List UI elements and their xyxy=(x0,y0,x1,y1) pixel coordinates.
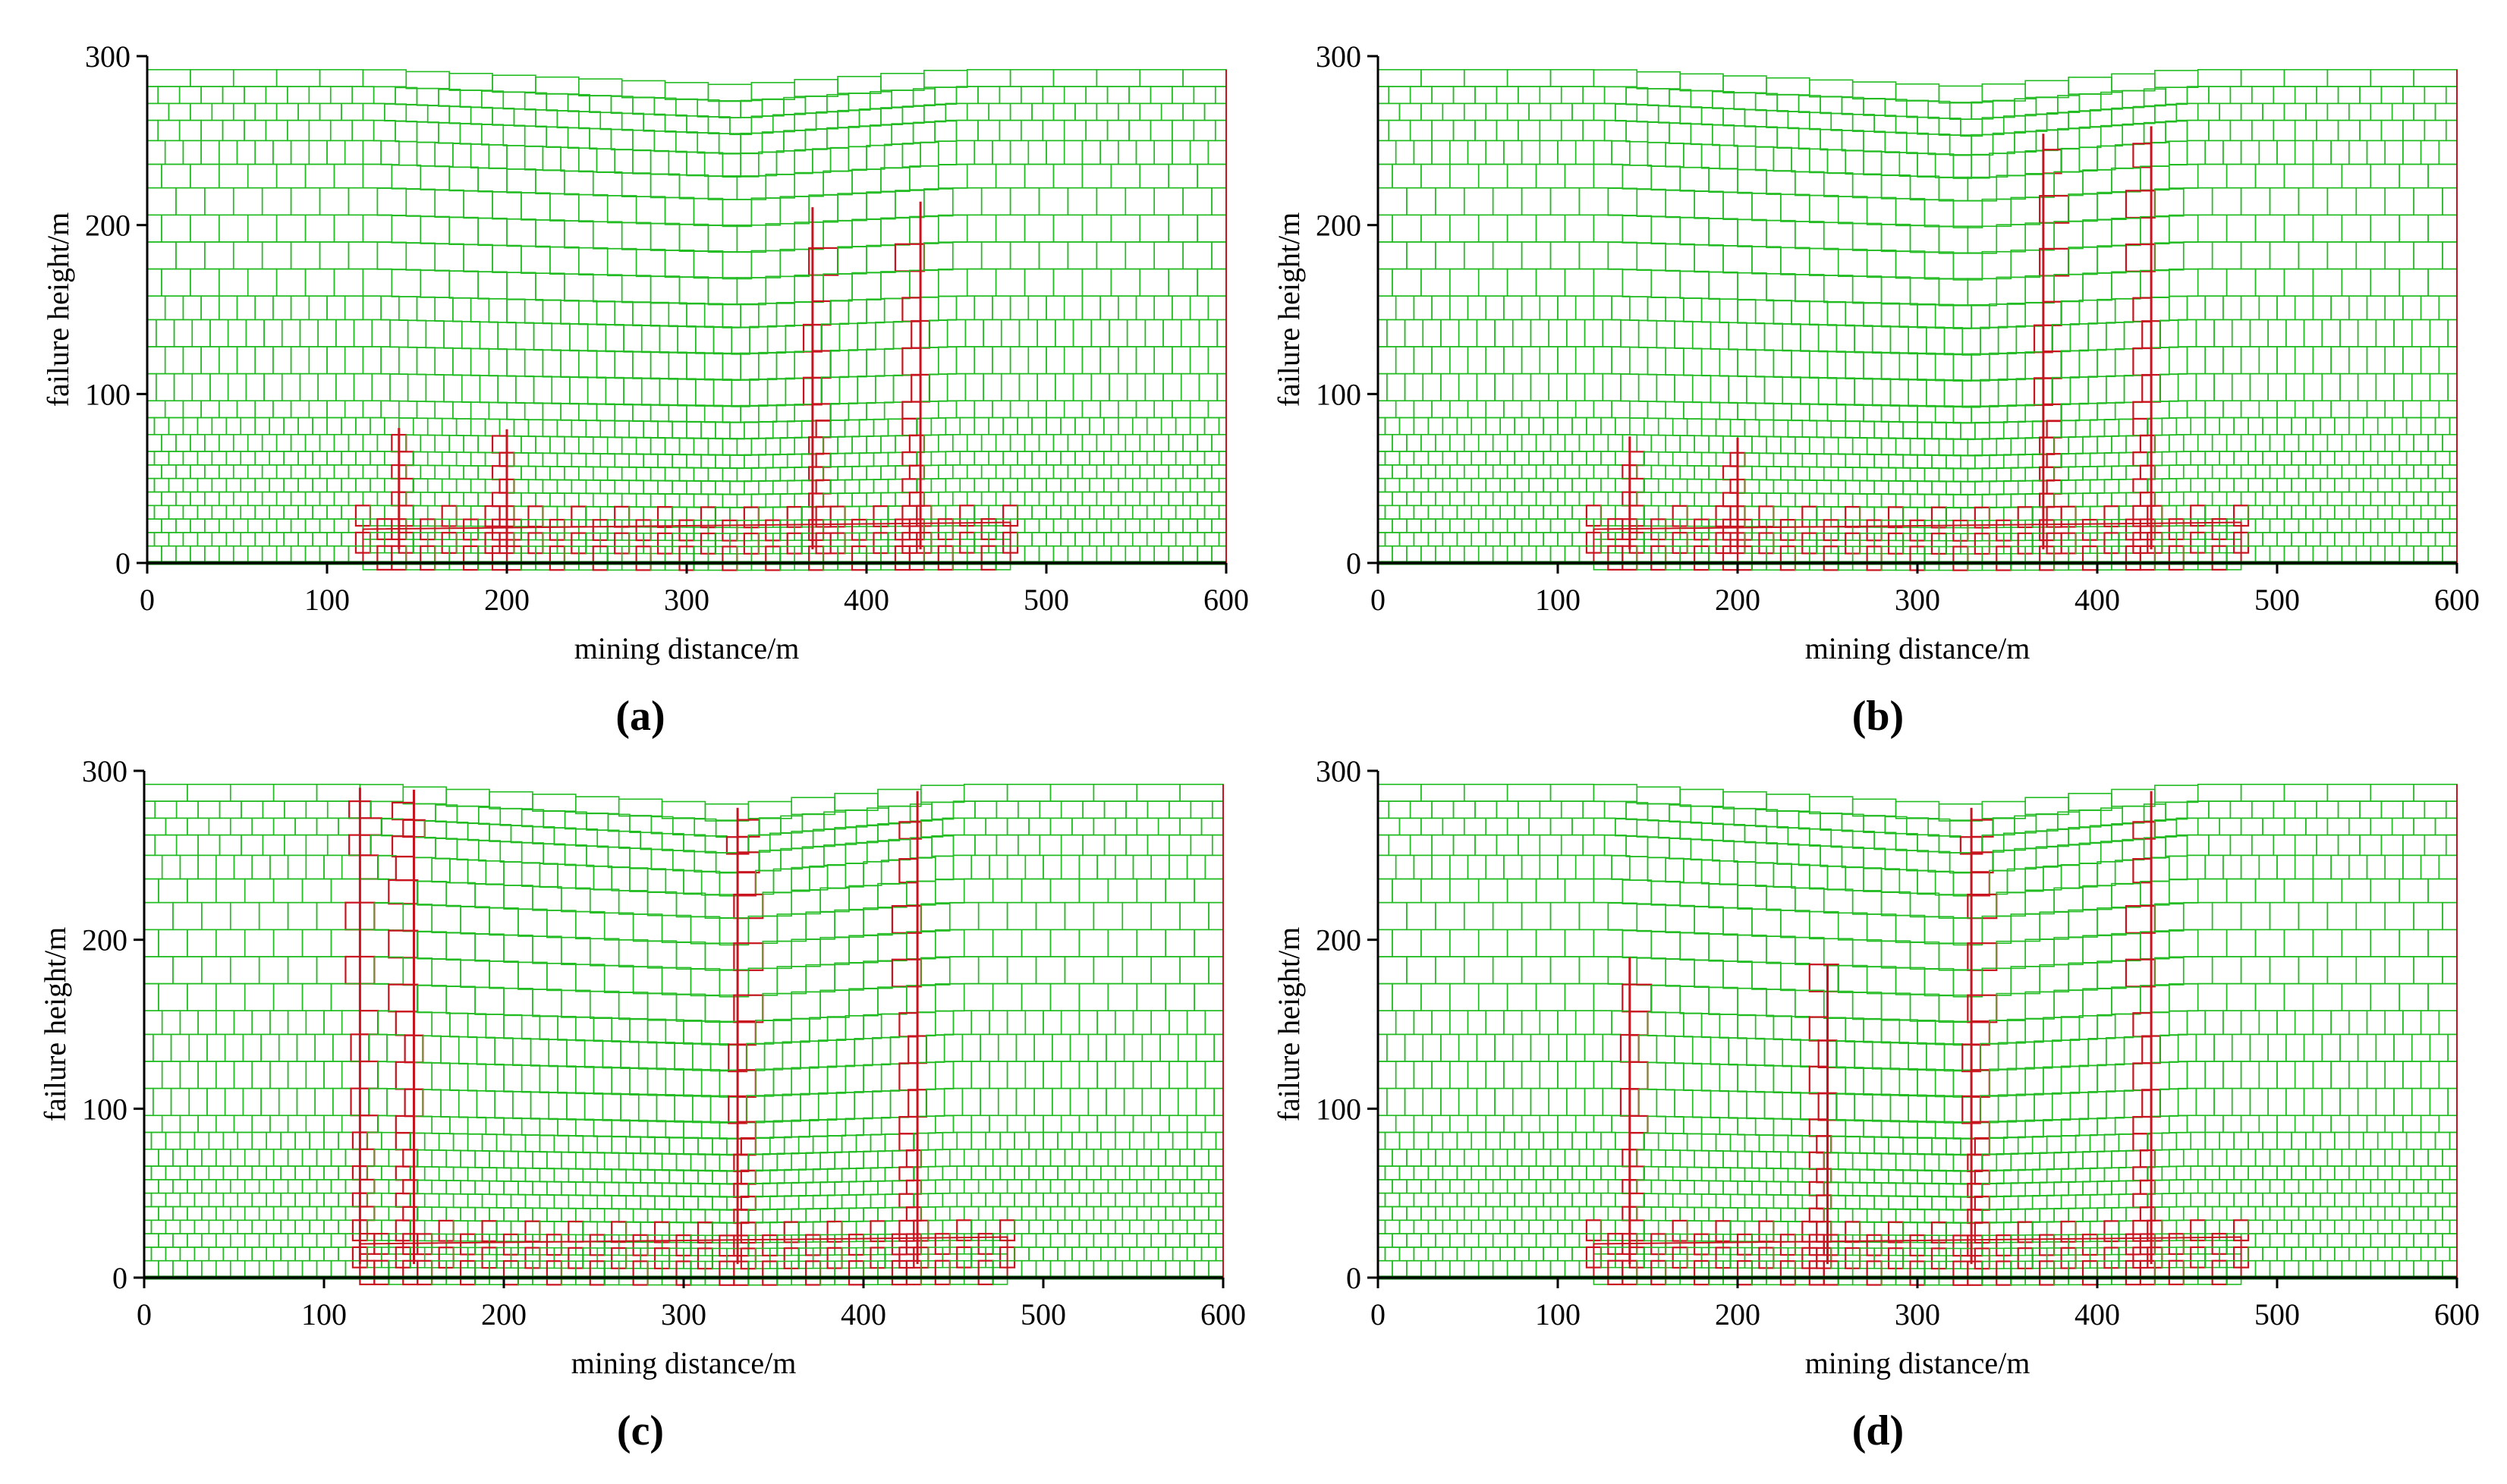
y-tick-label: 100 xyxy=(82,1092,127,1126)
x-tick-label: 300 xyxy=(664,583,709,617)
y-tick-label: 0 xyxy=(115,546,131,580)
panel-caption: (c) xyxy=(617,1407,664,1454)
x-axis-title: mining distance/m xyxy=(574,631,800,665)
strata-layer xyxy=(146,102,1227,136)
y-ticks: 0 100 200 300 xyxy=(82,754,144,1295)
rock-blocks xyxy=(1377,69,2458,571)
x-tick-label: 400 xyxy=(844,583,889,617)
x-tick-label: 0 xyxy=(1370,583,1386,617)
x-tick-label: 100 xyxy=(304,583,350,617)
x-tick-label: 500 xyxy=(1024,583,1069,617)
x-tick-label: 600 xyxy=(2434,583,2480,617)
panel-c: 0 100 200 300 400 500 600 0 100 200 300 mining di… xyxy=(38,754,1246,1454)
strata-layer xyxy=(146,140,1227,178)
x-tick-label: 0 xyxy=(140,583,155,617)
x-axis-title: mining distance/m xyxy=(571,1346,797,1380)
x-ticks: 0 100 200 300 400 500 600 xyxy=(140,563,1249,617)
x-tick-label: 600 xyxy=(1203,583,1249,617)
x-tick-label: 300 xyxy=(1895,583,1940,617)
x-tick-label: 300 xyxy=(661,1297,706,1332)
x-tick-label: 200 xyxy=(1715,583,1760,617)
x-tick-label: 500 xyxy=(2254,583,2300,617)
y-tick-label: 300 xyxy=(82,754,127,788)
y-tick-label: 300 xyxy=(1316,39,1361,74)
y-tick-label: 100 xyxy=(1316,377,1361,411)
x-tick-label: 400 xyxy=(841,1297,886,1332)
x-tick-label: 200 xyxy=(484,583,530,617)
strata-layer xyxy=(146,433,1227,456)
y-ticks: 0 100 200 300 xyxy=(1316,39,1378,580)
y-axis-title: failure height/m xyxy=(41,212,75,407)
x-tick-label: 100 xyxy=(1535,583,1581,617)
x-tick-label: 200 xyxy=(481,1297,527,1332)
panel-caption: (b) xyxy=(1852,693,1904,740)
y-tick-label: 0 xyxy=(112,1261,127,1295)
y-tick-label: 100 xyxy=(85,377,131,411)
y-tick-label: 200 xyxy=(1316,209,1361,243)
x-tick-label: 500 xyxy=(1021,1297,1066,1332)
x-tick-label: 0 xyxy=(137,1297,152,1332)
panel-b: 0 100 200 300 400 500 600 0 100 200 300 mining di… xyxy=(1272,39,2480,740)
x-axis-title: mining distance/m xyxy=(1805,631,2030,665)
strata-layer xyxy=(1377,505,2458,529)
y-tick-label: 300 xyxy=(85,39,131,74)
panel-a: 0 100 200 300 400 500 600 0 100 200 300 mining di… xyxy=(41,39,1249,740)
strata-layer xyxy=(146,545,1227,571)
y-tick-label: 0 xyxy=(1346,546,1361,580)
x-tick-label: 400 xyxy=(2074,583,2120,617)
x-tick-label: 100 xyxy=(301,1297,347,1332)
x-tick-label: 600 xyxy=(1200,1297,1246,1332)
strata-layer xyxy=(1377,241,2458,281)
rock-blocks xyxy=(146,69,1227,571)
y-tick-label: 200 xyxy=(85,209,131,243)
y-axis-title: failure height/m xyxy=(1272,212,1306,407)
y-ticks: 0 100 200 300 xyxy=(85,39,147,580)
y-tick-label: 200 xyxy=(82,923,127,957)
y-axis-title: failure height/m xyxy=(38,927,72,1122)
caved-zone-outline xyxy=(362,521,1011,563)
panel-caption: (a) xyxy=(615,693,665,740)
